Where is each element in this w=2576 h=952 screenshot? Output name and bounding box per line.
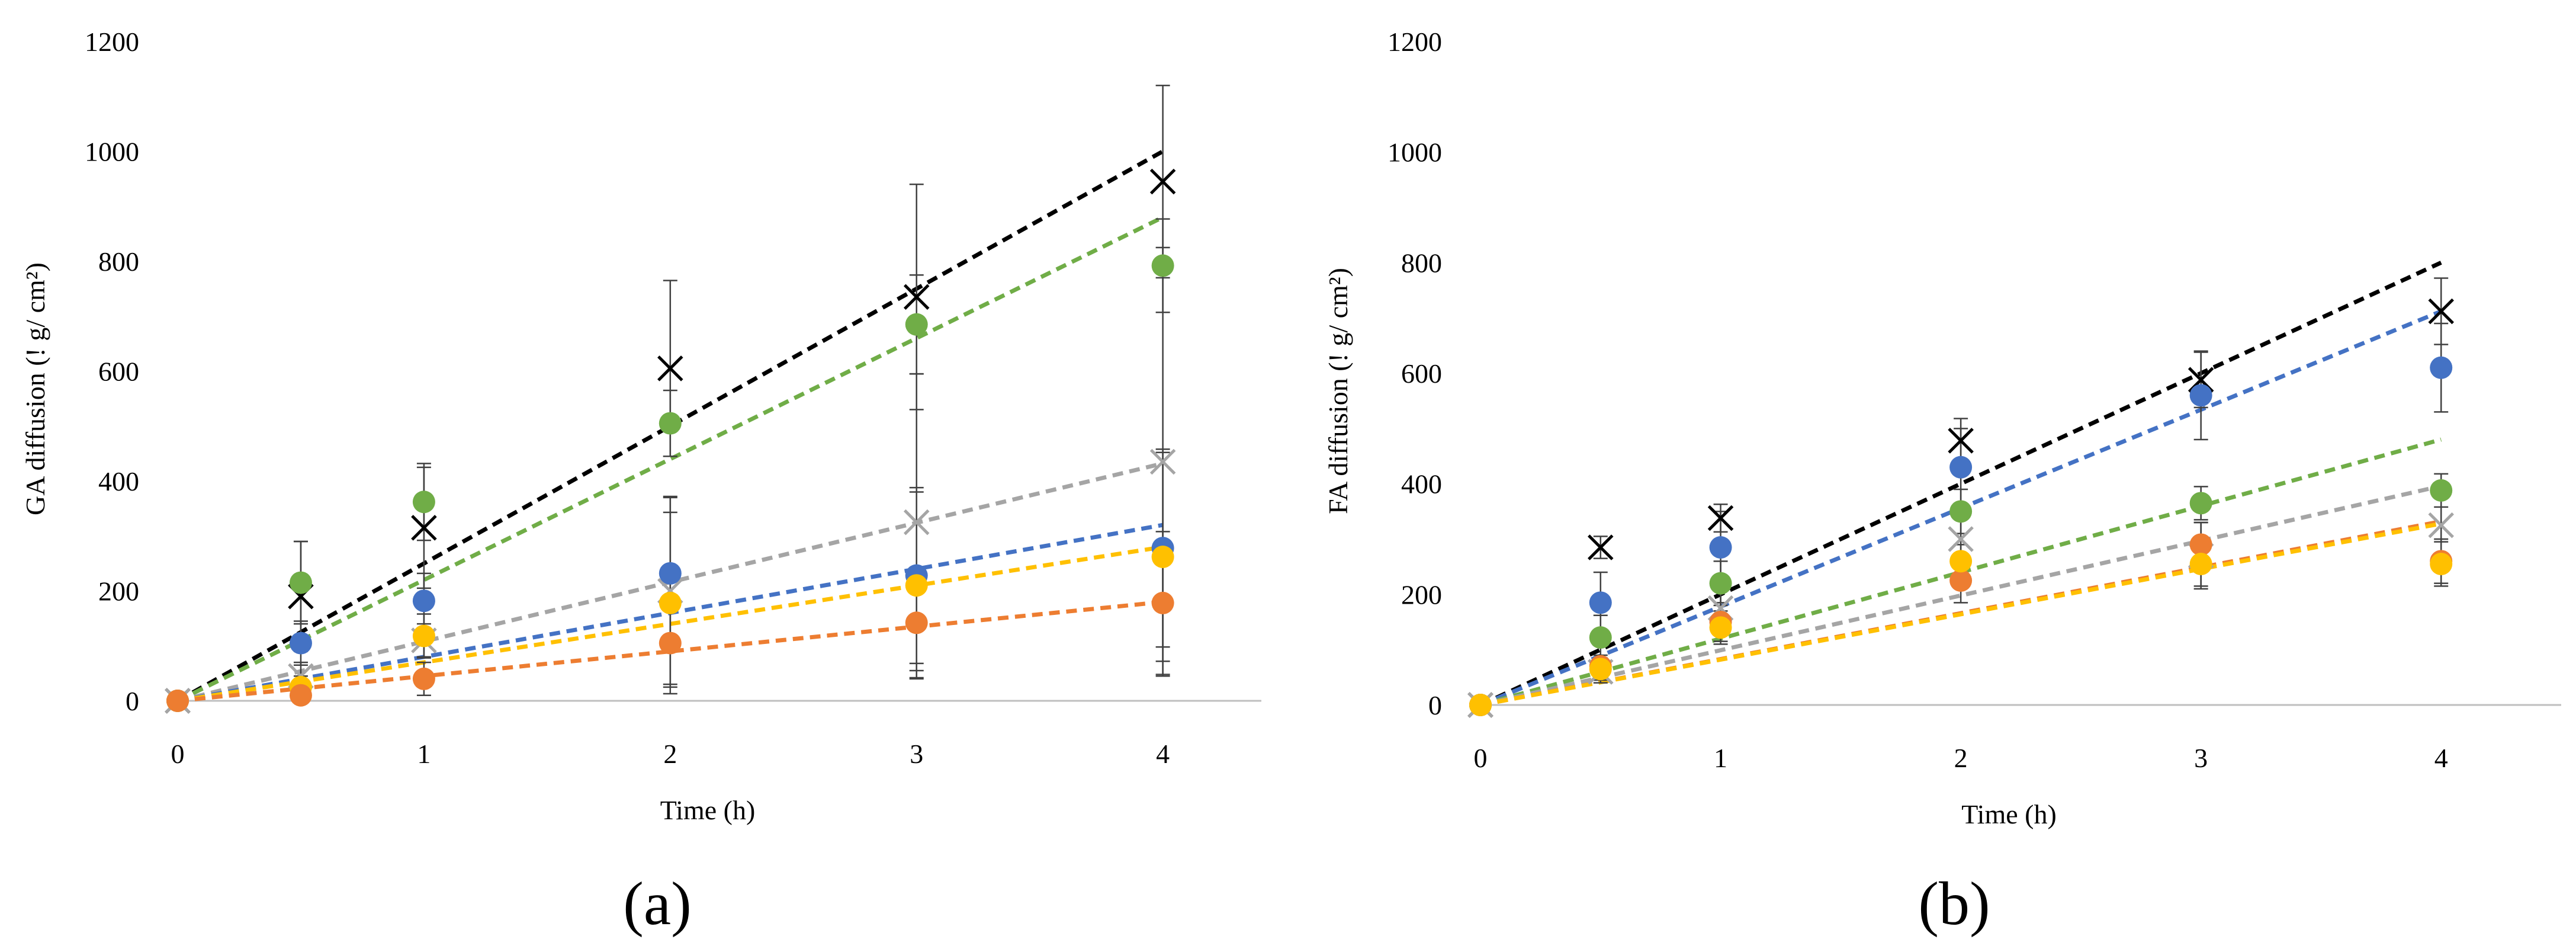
y-tick-label: 1200 bbox=[1387, 27, 1442, 57]
data-point-yellow bbox=[2189, 553, 2212, 575]
x-tick-label: 4 bbox=[2434, 743, 2448, 773]
data-point-green bbox=[1709, 572, 1732, 595]
data-point-stroke bbox=[411, 515, 437, 541]
trendline-orange bbox=[177, 600, 1163, 703]
data-point-stroke bbox=[1149, 448, 1176, 475]
data-point-yellow bbox=[659, 591, 682, 614]
data-point-stroke bbox=[2428, 298, 2454, 325]
data-point-gray bbox=[1948, 526, 1974, 552]
data-point-green bbox=[2430, 479, 2453, 502]
data-point-stroke bbox=[1707, 505, 1734, 531]
panel-a-chart: 0 200 400 600 800 1000 1200 0 1 2 3 4 Time (h) GA dif… bbox=[20, 27, 1261, 938]
y-tick-label: 1000 bbox=[85, 137, 139, 167]
data-point-orange bbox=[166, 690, 189, 712]
data-point-orange bbox=[1949, 569, 1973, 592]
y-tick-label: 0 bbox=[1428, 690, 1442, 720]
data-point-stroke bbox=[2428, 512, 2454, 538]
y-tick-label: 200 bbox=[1401, 579, 1442, 610]
data-point-orange bbox=[1151, 591, 1174, 614]
trendline-green bbox=[176, 215, 1164, 703]
data-point-green bbox=[659, 412, 682, 435]
x-tick-label: 2 bbox=[663, 739, 677, 769]
data-point-orange bbox=[289, 684, 312, 707]
data-point-green bbox=[2189, 492, 2212, 515]
data-point-gray bbox=[2428, 512, 2454, 538]
x-tick-label: 4 bbox=[1156, 739, 1170, 769]
y-tick-label: 600 bbox=[1401, 358, 1442, 389]
data-point-blue bbox=[1709, 536, 1732, 559]
x-tick-label: 2 bbox=[1954, 743, 1968, 773]
trendline-yellow bbox=[1480, 521, 2442, 707]
data-point-black bbox=[1149, 168, 1176, 195]
data-point-blue bbox=[289, 632, 312, 655]
y-tick-label: 0 bbox=[126, 686, 139, 716]
x-tick-label: 1 bbox=[1714, 743, 1727, 773]
data-point-green bbox=[905, 313, 928, 336]
y-axis-title: FA diffusion (! g/ cm²) bbox=[1323, 268, 1353, 514]
data-point-stroke bbox=[1948, 526, 1974, 552]
data-point-yellow bbox=[1589, 658, 1612, 681]
x-tick-label: 0 bbox=[1474, 743, 1488, 773]
trendline-black bbox=[1479, 261, 2442, 707]
x-axis-title: Time (h) bbox=[660, 795, 756, 825]
data-point-blue bbox=[1589, 591, 1612, 614]
data-point-stroke bbox=[903, 284, 930, 310]
data-point-blue bbox=[412, 589, 435, 613]
y-tick-label: 600 bbox=[98, 357, 139, 387]
x-tick-label: 0 bbox=[171, 739, 185, 769]
y-tick-label: 200 bbox=[98, 576, 139, 607]
data-point-gray bbox=[903, 509, 930, 536]
y-tick-label: 800 bbox=[98, 246, 139, 277]
data-point-green bbox=[289, 571, 312, 594]
data-point-yellow bbox=[1469, 694, 1492, 716]
x-axis-title: Time (h) bbox=[1961, 799, 2057, 829]
panel-label: (b) bbox=[1918, 870, 1990, 938]
panel-label: (a) bbox=[623, 870, 691, 938]
data-point-green bbox=[1949, 500, 1973, 523]
data-point-orange bbox=[659, 632, 682, 655]
y-tick-label: 800 bbox=[1401, 248, 1442, 278]
data-point-black bbox=[657, 355, 683, 382]
data-point-black bbox=[2428, 298, 2454, 325]
data-point-stroke bbox=[1149, 168, 1176, 195]
data-point-yellow bbox=[1151, 545, 1174, 568]
data-point-stroke bbox=[1588, 534, 1614, 560]
x-tick-label: 3 bbox=[910, 739, 923, 769]
data-point-black bbox=[1588, 534, 1614, 560]
data-point-green bbox=[1589, 626, 1612, 649]
data-point-green bbox=[412, 491, 435, 514]
data-point-yellow bbox=[412, 624, 435, 648]
data-point-yellow bbox=[1709, 616, 1732, 639]
panel-b-chart: 0 200 400 600 800 1000 1200 0 1 2 3 4 Time (h) FA dif… bbox=[1323, 27, 2561, 938]
data-point-black bbox=[1948, 428, 1974, 454]
x-tick-label: 3 bbox=[2194, 743, 2208, 773]
data-point-blue bbox=[659, 562, 682, 585]
data-point-blue bbox=[1949, 456, 1973, 479]
data-point-orange bbox=[2189, 533, 2212, 556]
data-point-yellow bbox=[905, 574, 928, 597]
data-point-blue bbox=[2430, 356, 2453, 379]
data-point-yellow bbox=[2430, 553, 2453, 575]
data-point-blue bbox=[2189, 384, 2212, 407]
y-axis-title: GA diffusion (! g/ cm²) bbox=[20, 262, 50, 515]
data-point-yellow bbox=[1949, 550, 1973, 573]
data-point-gray bbox=[1149, 448, 1176, 475]
data-point-black bbox=[411, 515, 437, 541]
trendline-gray bbox=[1480, 483, 2442, 707]
data-point-stroke bbox=[903, 509, 930, 536]
data-point-stroke bbox=[657, 355, 683, 382]
y-tick-label: 400 bbox=[1401, 469, 1442, 499]
x-tick-label: 1 bbox=[417, 739, 431, 769]
y-tick-label: 400 bbox=[98, 466, 139, 496]
data-point-stroke bbox=[1948, 428, 1974, 454]
data-point-black bbox=[903, 284, 930, 310]
y-tick-label: 1000 bbox=[1387, 137, 1442, 168]
data-point-black bbox=[1707, 505, 1734, 531]
y-tick-label: 1200 bbox=[85, 27, 139, 57]
data-point-orange bbox=[905, 611, 928, 634]
data-point-orange bbox=[412, 667, 435, 690]
data-point-green bbox=[1151, 254, 1174, 277]
